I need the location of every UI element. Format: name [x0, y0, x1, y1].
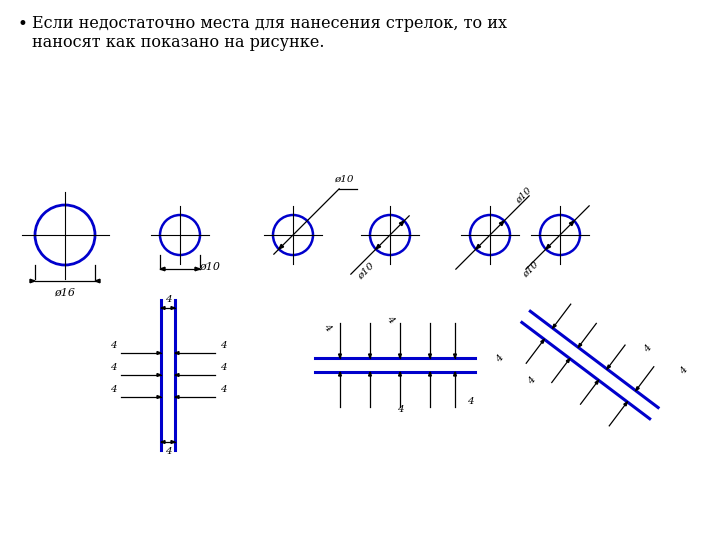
Polygon shape: [578, 343, 582, 347]
Text: Если недостаточно места для нанесения стрелок, то их: Если недостаточно места для нанесения ст…: [32, 15, 507, 32]
Polygon shape: [476, 245, 481, 249]
Polygon shape: [195, 267, 200, 271]
Text: 4: 4: [526, 376, 538, 387]
Text: ø10: ø10: [199, 262, 220, 272]
Polygon shape: [157, 396, 161, 399]
Polygon shape: [175, 374, 179, 376]
Polygon shape: [400, 221, 404, 226]
Polygon shape: [157, 374, 161, 376]
Polygon shape: [570, 221, 574, 226]
Polygon shape: [161, 441, 165, 443]
Polygon shape: [541, 339, 544, 343]
Polygon shape: [279, 245, 284, 249]
Text: ø10: ø10: [356, 261, 376, 281]
Text: 4: 4: [678, 366, 689, 376]
Text: 4: 4: [165, 294, 171, 303]
Polygon shape: [607, 365, 611, 369]
Text: 4: 4: [495, 354, 506, 364]
Polygon shape: [553, 324, 557, 328]
Text: 4: 4: [467, 397, 473, 407]
Text: 4: 4: [321, 322, 333, 334]
Text: ø16: ø16: [55, 288, 76, 298]
Polygon shape: [30, 279, 35, 283]
Polygon shape: [95, 279, 100, 283]
Text: ø10: ø10: [515, 186, 534, 206]
Text: 4: 4: [220, 341, 226, 349]
Text: ø10: ø10: [334, 174, 354, 184]
Polygon shape: [636, 387, 639, 391]
Polygon shape: [376, 245, 381, 249]
Polygon shape: [454, 372, 456, 376]
Text: наносят как показано на рисунке.: наносят как показано на рисунке.: [32, 34, 325, 51]
Polygon shape: [500, 221, 504, 226]
Text: 4: 4: [109, 341, 117, 349]
Text: 4: 4: [220, 362, 226, 372]
Polygon shape: [175, 352, 179, 354]
Polygon shape: [338, 354, 341, 358]
Polygon shape: [175, 396, 179, 399]
Polygon shape: [171, 441, 175, 443]
Polygon shape: [399, 354, 402, 358]
Polygon shape: [567, 359, 570, 362]
Polygon shape: [546, 245, 551, 249]
Text: 4: 4: [109, 384, 117, 394]
Polygon shape: [369, 372, 372, 376]
Polygon shape: [428, 372, 431, 376]
Polygon shape: [595, 380, 598, 384]
Text: 4: 4: [642, 343, 654, 354]
Polygon shape: [157, 352, 161, 354]
Polygon shape: [399, 372, 402, 376]
Polygon shape: [171, 307, 175, 309]
Polygon shape: [161, 307, 165, 309]
Polygon shape: [369, 354, 372, 358]
Text: 4: 4: [109, 362, 117, 372]
Polygon shape: [338, 372, 341, 376]
Text: 4: 4: [384, 314, 395, 326]
Polygon shape: [624, 402, 627, 406]
Polygon shape: [160, 267, 165, 271]
Polygon shape: [454, 354, 456, 358]
Text: ø10: ø10: [521, 259, 541, 279]
Polygon shape: [428, 354, 431, 358]
Text: •: •: [18, 16, 28, 33]
Text: 4: 4: [165, 448, 171, 456]
Text: 4: 4: [220, 384, 226, 394]
Text: 4: 4: [397, 406, 403, 415]
